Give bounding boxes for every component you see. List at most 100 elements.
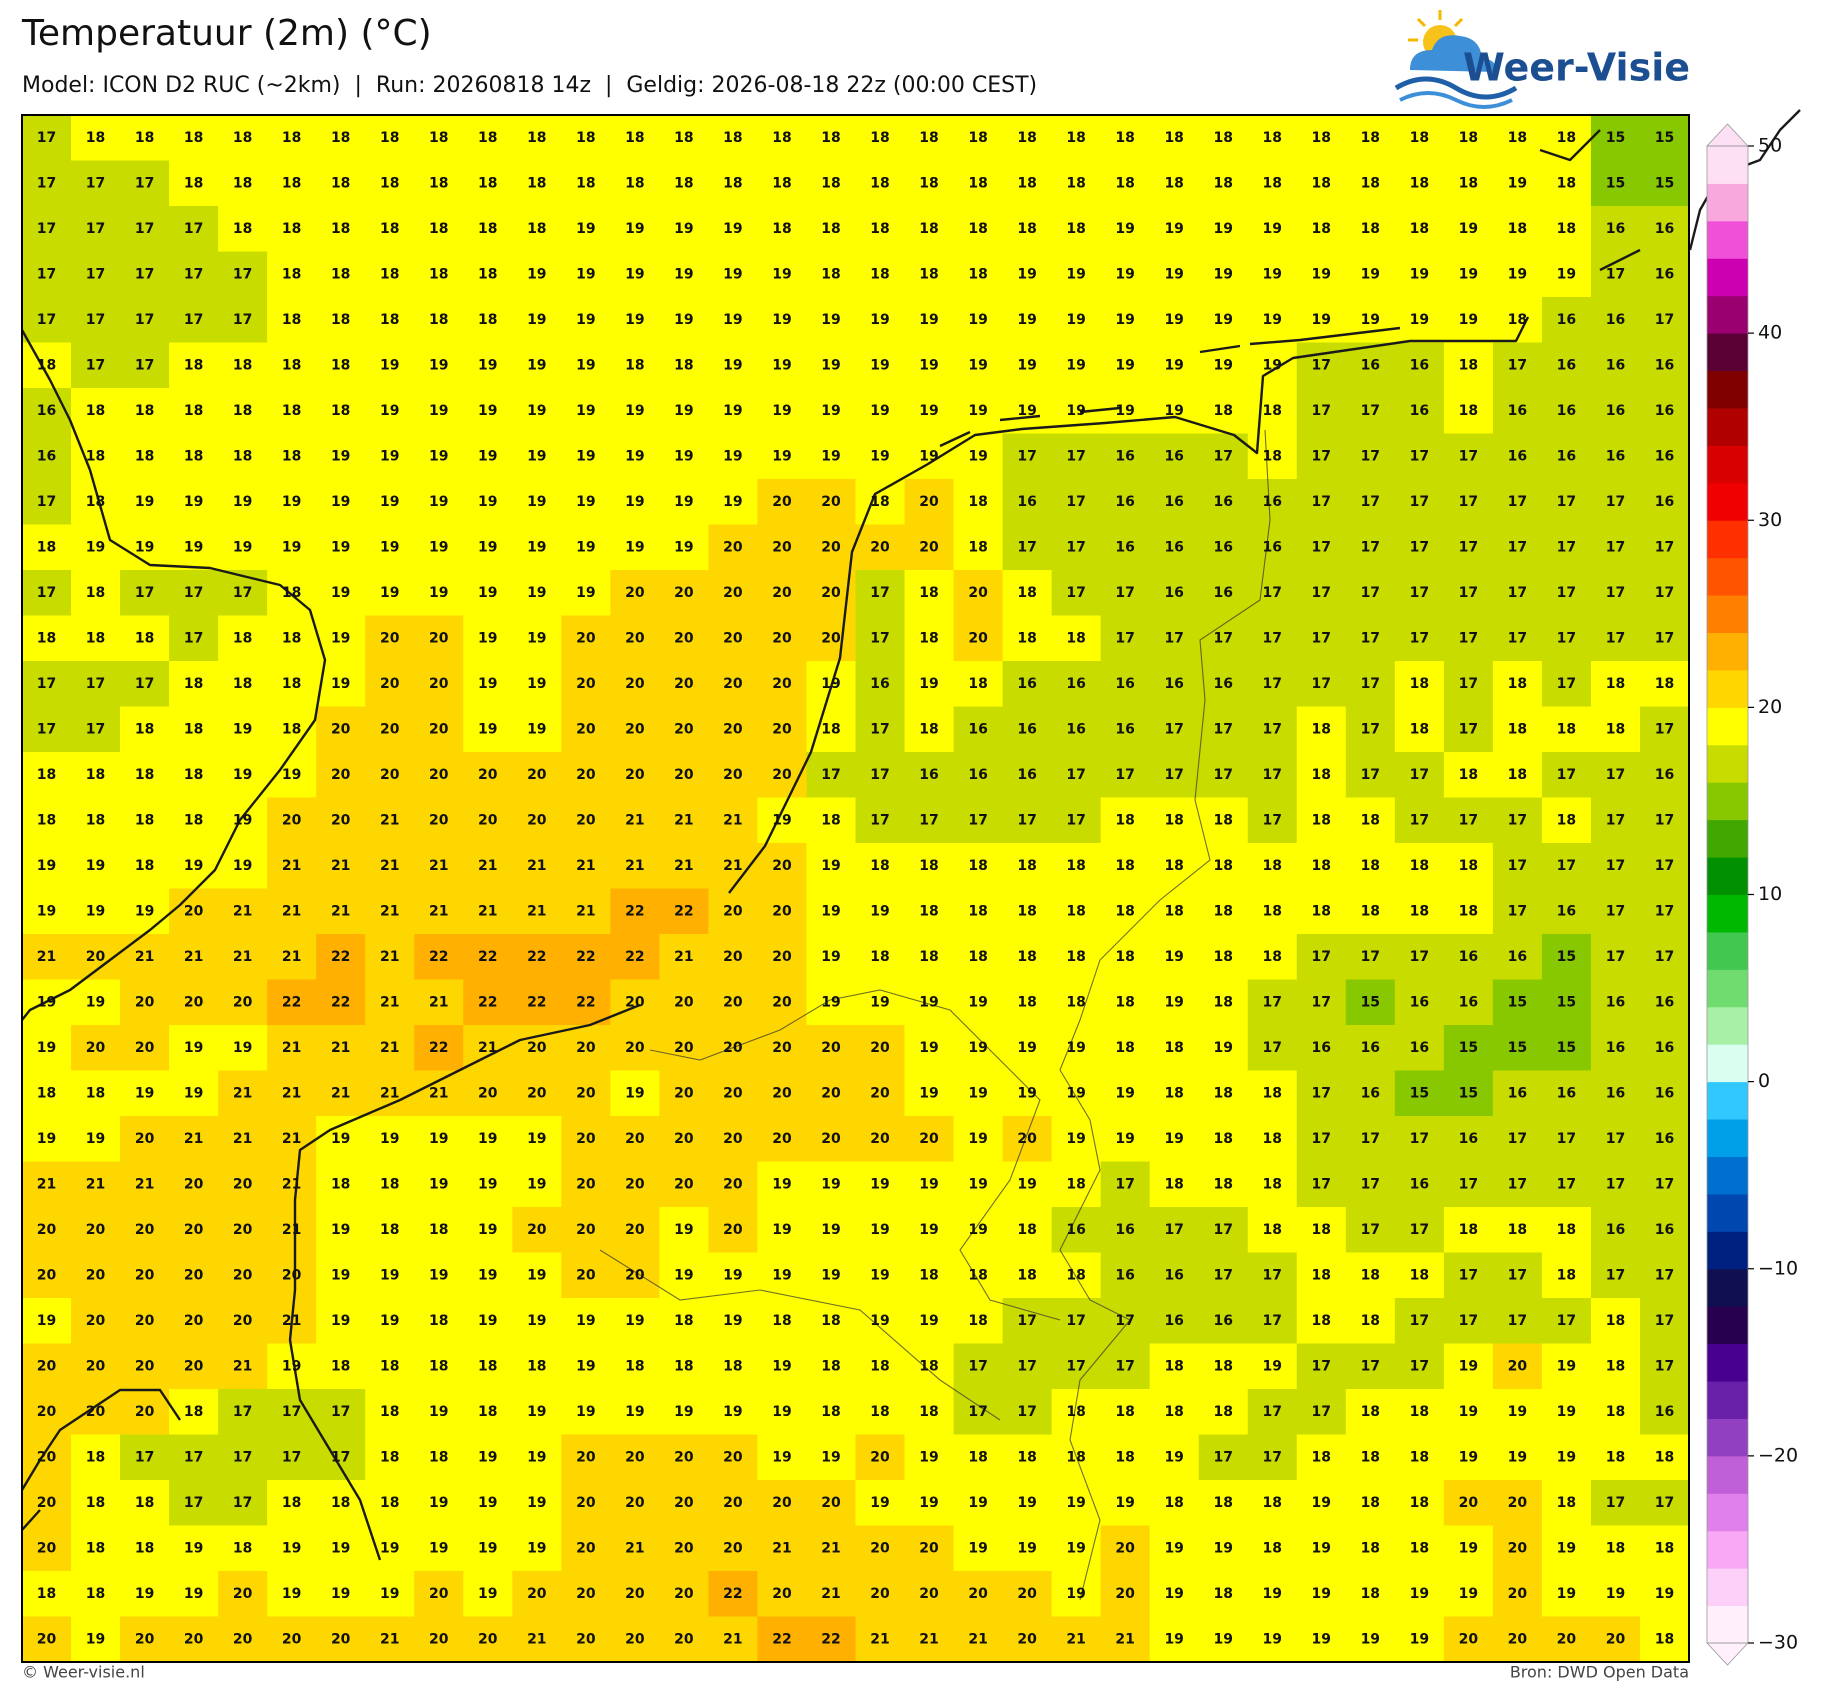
temperature-cell (414, 1025, 464, 1072)
temperature-cell (365, 1161, 415, 1208)
temperature-cell (659, 797, 710, 844)
temperature-cell (1492, 206, 1543, 253)
temperature-cell (757, 1298, 808, 1345)
temperature-label: 19 (1164, 1449, 1183, 1465)
temperature-label: 17 (1606, 539, 1625, 555)
temperature-label: 16 (919, 767, 938, 783)
temperature-label: 20 (968, 630, 988, 646)
temperature-label: 17 (870, 585, 889, 601)
temperature-cell (1443, 1161, 1494, 1208)
temperature-label: 16 (1066, 1222, 1085, 1238)
temperature-cell (1002, 888, 1053, 935)
temperature-cell (1541, 479, 1592, 526)
temperature-label: 19 (478, 721, 497, 737)
temperature-cell (267, 661, 317, 708)
temperature-cell (1394, 706, 1445, 753)
temperature-label: 20 (723, 585, 743, 601)
temperature-label: 20 (821, 539, 841, 555)
temperature-cell (1100, 160, 1151, 207)
temperature-label: 19 (1410, 1586, 1429, 1602)
temperature-label: 17 (968, 1404, 987, 1420)
temperature-cell (659, 570, 710, 617)
temperature-label: 16 (1557, 357, 1576, 373)
temperature-cell (1394, 1207, 1445, 1254)
temperature-label: 18 (380, 1449, 399, 1465)
temperature-label: 19 (184, 1540, 203, 1556)
temperature-cell (904, 979, 955, 1026)
temperature-cell (1149, 615, 1200, 662)
temperature-cell (1492, 1161, 1543, 1208)
temperature-label: 19 (1213, 357, 1232, 373)
temperature-cell (561, 1434, 611, 1481)
temperature-cell (1394, 479, 1445, 526)
temperature-cell (1198, 1116, 1249, 1163)
temperature-cell (22, 160, 72, 207)
temperature-label: 19 (576, 312, 595, 328)
temperature-label: 19 (1361, 266, 1380, 282)
temperature-cell (904, 206, 955, 253)
temperature-label: 17 (184, 1495, 203, 1511)
temperature-cell (610, 1116, 660, 1163)
temperature-label: 16 (1655, 266, 1674, 282)
temperature-cell (1296, 570, 1347, 617)
temperature-label: 19 (821, 949, 840, 965)
temperature-cell (1590, 115, 1641, 162)
temperature-label: 20 (674, 676, 694, 692)
temperature-label: 19 (576, 1404, 595, 1420)
temperature-cell (414, 115, 464, 162)
temperature-label: 19 (1017, 1085, 1036, 1101)
temperature-cell (1443, 1571, 1494, 1618)
temperature-label: 18 (821, 812, 840, 828)
temperature-cell (708, 1207, 759, 1254)
temperature-cell (757, 1161, 808, 1208)
temperature-label: 20 (576, 1131, 596, 1147)
temperature-cell (1247, 1252, 1298, 1299)
temperature-label: 16 (1115, 1267, 1134, 1283)
temperature-cell (463, 524, 513, 571)
temperature-label: 21 (380, 858, 399, 874)
temperature-label: 19 (968, 1040, 987, 1056)
temperature-label: 19 (1017, 403, 1036, 419)
temperature-label: 17 (870, 767, 889, 783)
temperature-cell (120, 1343, 170, 1390)
temperature-cell (1247, 342, 1298, 389)
temperature-cell (365, 570, 415, 617)
temperature-cell (610, 797, 660, 844)
colorbar-band (1707, 220, 1748, 259)
temperature-cell (1394, 1480, 1445, 1527)
temperature-label: 20 (37, 1358, 57, 1374)
temperature-label: 19 (1164, 221, 1183, 237)
temperature-cell (463, 1070, 513, 1117)
temperature-label: 17 (1606, 858, 1625, 874)
temperature-cell (512, 388, 562, 435)
temperature-cell (904, 615, 955, 662)
temperature-cell (1247, 1298, 1298, 1345)
temperature-label: 20 (772, 494, 792, 510)
temperature-cell (610, 206, 660, 253)
temperature-label: 18 (1557, 175, 1576, 191)
temperature-cell (169, 888, 219, 935)
temperature-cell (561, 1207, 611, 1254)
temperature-cell (512, 934, 562, 981)
temperature-cell (806, 934, 857, 981)
temperature-cell (806, 1343, 857, 1390)
temperature-label: 16 (1606, 357, 1625, 373)
temperature-label: 18 (1508, 676, 1527, 692)
temperature-label: 18 (1164, 175, 1183, 191)
temperature-cell (953, 1116, 1004, 1163)
temperature-cell (71, 1298, 121, 1345)
temperature-label: 16 (1606, 1222, 1625, 1238)
temperature-label: 18 (1606, 1540, 1625, 1556)
temperature-cell (1394, 297, 1445, 344)
temperature-label: 18 (625, 130, 644, 146)
temperature-label: 19 (331, 1267, 350, 1283)
temperature-label: 18 (233, 357, 252, 373)
temperature-label: 17 (1066, 585, 1085, 601)
temperature-cell (1149, 251, 1200, 298)
temperature-cell (22, 661, 72, 708)
temperature-label: 19 (478, 357, 497, 373)
temperature-label: 19 (282, 1540, 301, 1556)
temperature-label: 18 (233, 221, 252, 237)
temperature-label: 19 (870, 1176, 889, 1192)
temperature-label: 20 (135, 1404, 155, 1420)
